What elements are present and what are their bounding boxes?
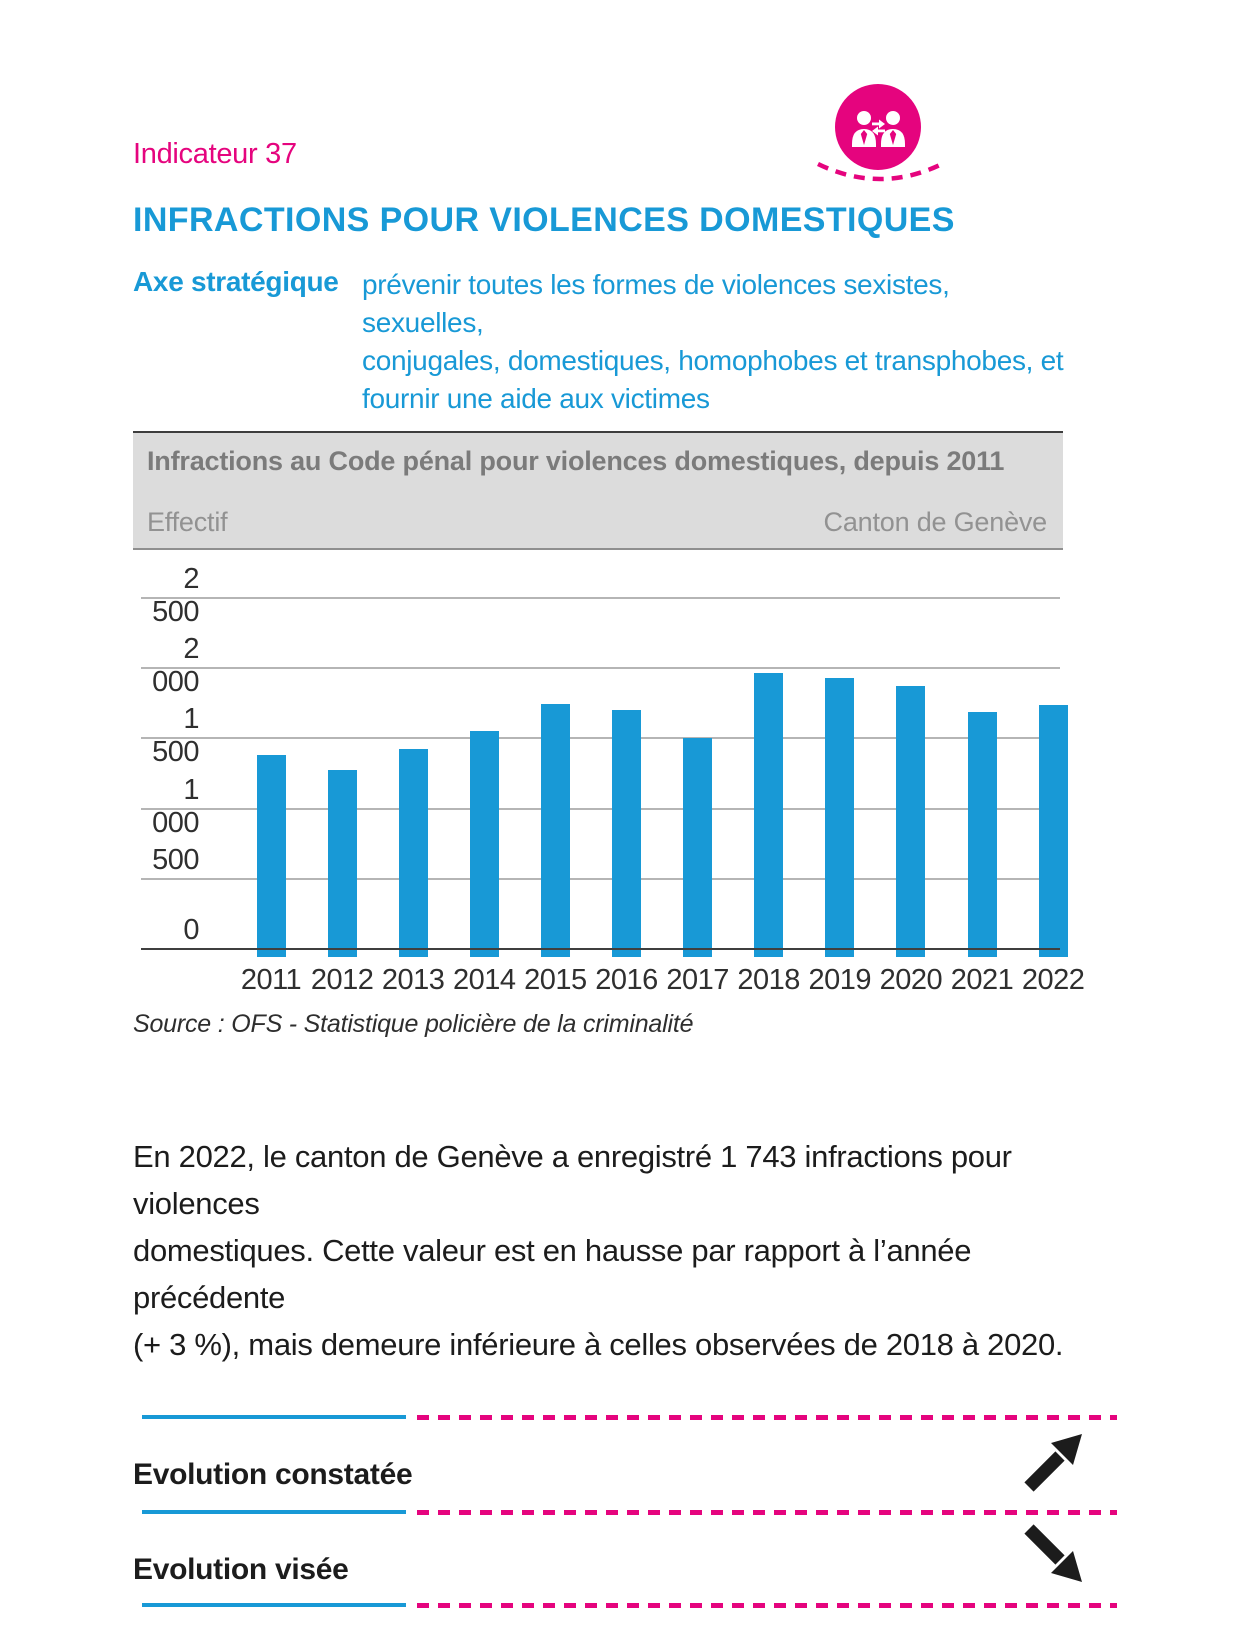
commentary-line2: domestiques. Cette valeur est en hausse … (133, 1233, 972, 1315)
x-tick-label-2014: 2014 (453, 964, 516, 996)
rule-blue-segment (142, 1415, 406, 1419)
trend-up-icon (1024, 1434, 1082, 1492)
x-tick-label-2020: 2020 (879, 964, 943, 996)
y-tick-label-2000: 2 000 (152, 633, 199, 699)
gridline-2500 (141, 597, 1060, 599)
y-tick-label-1000: 1 000 (152, 773, 199, 839)
bar-2017 (683, 737, 713, 957)
x-tick-label-2019: 2019 (808, 964, 872, 996)
evolution-target-label: Evolution visée (133, 1553, 349, 1586)
chart-header-box: Infractions au Code pénal pour violences… (133, 431, 1063, 550)
bar-2012 (327, 770, 357, 957)
y-tick-label-0: 0 (183, 914, 199, 946)
bar-chart: 0 500 1 000 1 500 2 000 2 500 2011 2012 2013 2014… (141, 560, 1085, 996)
x-tick-label-2016: 2016 (595, 964, 658, 996)
x-tick-label-2018: 2018 (737, 964, 800, 996)
gridline-1000 (141, 807, 1060, 810)
bar-2019 (825, 677, 855, 957)
chart-subheader: Effectif Canton de Genève (147, 507, 1047, 538)
chart-region-label: Canton de Genève (823, 507, 1048, 537)
people-exchange-icon (835, 84, 921, 170)
bar-2015 (540, 703, 570, 957)
chart-source: Source : OFS - Statistique policière de … (133, 1010, 694, 1038)
axis-desc-line2: conjugales, domestiques, homophobes et t… (362, 345, 1064, 376)
commentary-paragraph: En 2022, le canton de Genève a enregistr… (133, 1133, 1073, 1368)
bar-2014 (469, 730, 499, 957)
evolution-observed-label: Evolution constatée (133, 1458, 413, 1491)
axis-desc-line1: prévenir toutes les formes de violences … (362, 269, 950, 338)
commentary-line1: En 2022, le canton de Genève a enregistr… (133, 1139, 1012, 1221)
strategic-axis-row: Axe stratégique prévenir toutes les form… (133, 266, 1068, 418)
separator-rule-3 (142, 1602, 1117, 1608)
x-axis-line (141, 948, 1060, 950)
x-tick-label-2015: 2015 (524, 964, 587, 996)
bar-2016 (612, 709, 641, 957)
rule-dashed-segment (417, 1414, 1117, 1420)
y-tick-label-500: 500 (152, 843, 199, 876)
x-tick-label-2022: 2022 (1021, 964, 1085, 996)
x-tick-label-2011: 2011 (240, 964, 302, 996)
chart-title: Infractions au Code pénal pour violences… (147, 446, 1005, 476)
commentary-line3: (+ 3 %), mais demeure inférieure à celle… (133, 1327, 1064, 1362)
indicator-number: Indicateur 37 (133, 138, 297, 170)
dashed-arc-icon (817, 161, 943, 182)
bar-2021 (967, 712, 997, 957)
rule-blue-segment (142, 1510, 406, 1514)
x-tick-label-2017: 2017 (666, 964, 729, 996)
strategic-axis-description: prévenir toutes les formes de violences … (362, 266, 1068, 418)
y-tick-label-2500: 2 500 (152, 563, 199, 628)
gridline-500 (141, 877, 1060, 880)
bar-2018 (754, 673, 784, 957)
separator-rule-1 (142, 1414, 1117, 1420)
x-tick-label-2021: 2021 (950, 964, 1014, 996)
rule-dashed-segment (417, 1602, 1117, 1608)
gridline-1500 (141, 737, 1060, 740)
bar-2020 (896, 686, 926, 957)
trend-down-icon (1024, 1524, 1082, 1582)
bar-2013 (398, 748, 428, 957)
rule-blue-segment (142, 1603, 406, 1607)
x-tick-label-2013: 2013 (381, 964, 445, 996)
strategic-axis-label: Axe stratégique (133, 266, 339, 297)
gridline-2000 (141, 667, 1060, 670)
y-tick-label-1500: 1 500 (152, 703, 199, 769)
bar-2011 (256, 754, 286, 957)
rule-dashed-segment (417, 1509, 1117, 1515)
x-tick-label-2012: 2012 (310, 964, 374, 996)
page-title: INFRACTIONS POUR VIOLENCES DOMESTIQUES (133, 201, 955, 239)
bar-2022 (1038, 705, 1068, 957)
chart-unit-label: Effectif (147, 507, 228, 537)
separator-rule-2 (142, 1509, 1117, 1515)
axis-desc-line3: fournir une aide aux victimes (362, 383, 710, 414)
